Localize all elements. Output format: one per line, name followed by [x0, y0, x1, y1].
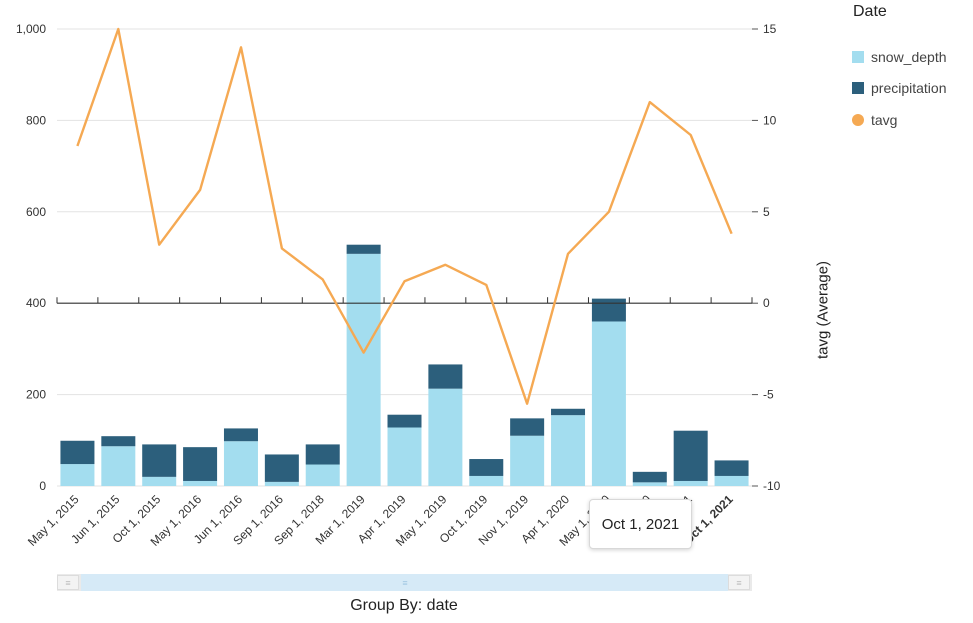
grip-icon: ≡: [65, 577, 71, 588]
legend-swatch-snow-depth: [852, 50, 864, 63]
left-axis-tick-label: 1,000: [16, 22, 46, 36]
bar-precipitation: [551, 408, 586, 416]
bar-snow-depth: [510, 435, 545, 486]
left-axis-tick-label: 0: [39, 479, 46, 493]
bar-precipitation: [387, 414, 422, 428]
left-axis-tick-label: 400: [26, 296, 46, 310]
left-axis-tick-label: 200: [26, 388, 46, 402]
scrollbar-left-handle[interactable]: ≡: [57, 575, 79, 590]
bar-precipitation: [469, 459, 504, 476]
right-axis-tick-label: -10: [763, 479, 781, 493]
bar-precipitation: [305, 444, 340, 465]
right-axis-tick-label: 0: [763, 296, 770, 310]
bar-snow-depth: [387, 427, 422, 486]
legend-swatch-precipitation: [852, 82, 864, 95]
scrollbar-grip-icon: ≡: [402, 577, 408, 588]
bar-snow-depth: [142, 476, 177, 486]
grip-icon: ≡: [736, 577, 742, 588]
tooltip: Oct 1, 2021: [589, 499, 692, 549]
legend-item-tavg[interactable]: tavg: [852, 104, 973, 136]
bar-precipitation: [673, 430, 708, 481]
bar-precipitation: [142, 444, 177, 477]
bar-precipitation: [346, 244, 381, 254]
bar-snow-depth: [591, 321, 626, 486]
left-axis-tick-label: 600: [26, 205, 46, 219]
bar-precipitation: [632, 471, 667, 483]
bar-precipitation: [223, 428, 258, 442]
left-axis-tick-label: 800: [26, 113, 46, 127]
bar-snow-depth: [632, 482, 667, 486]
legend-label-snow-depth: snow_depth: [871, 48, 947, 65]
right-axis-tick-label: -5: [763, 388, 774, 402]
bar-snow-depth: [551, 415, 586, 486]
tooltip-text: Oct 1, 2021: [601, 515, 680, 533]
bar-precipitation: [510, 418, 545, 436]
bar-snow-depth: [346, 253, 381, 486]
bar-snow-depth: [183, 480, 218, 486]
legend-item-precipitation[interactable]: precipitation: [852, 73, 973, 105]
right-axis-tick-label: 10: [763, 113, 777, 127]
x-axis-title: Group By: date: [350, 597, 458, 614]
legend-label-tavg: tavg: [871, 111, 898, 128]
bar-snow-depth: [428, 388, 463, 486]
bar-precipitation: [428, 364, 463, 389]
bar-precipitation: [591, 298, 626, 322]
bar-snow-depth: [673, 480, 708, 486]
legend-item-snow-depth[interactable]: snow_depth: [852, 41, 973, 73]
bar-snow-depth: [264, 481, 299, 486]
line-tavg: [76, 27, 733, 405]
bar-snow-depth: [305, 464, 340, 486]
bar-snow-depth: [469, 475, 504, 486]
bar-snow-depth: [60, 464, 95, 486]
right-axis-tick-label: 15: [763, 22, 777, 36]
legend-title: Date: [853, 3, 887, 20]
bar-precipitation: [264, 454, 299, 482]
scrollbar-right-handle[interactable]: ≡: [728, 575, 750, 590]
bar-snow-depth: [714, 475, 749, 486]
right-axis-title: tavg (Average): [814, 260, 832, 360]
bar-precipitation: [183, 447, 218, 481]
scrollbar-thumb[interactable]: [81, 574, 728, 591]
legend: Date snow_depth precipitation tavg: [852, 3, 973, 136]
legend-swatch-tavg: [852, 113, 864, 126]
legend-label-precipitation: precipitation: [871, 80, 947, 97]
bar-snow-depth: [101, 446, 136, 486]
bar-precipitation: [60, 440, 95, 465]
bar-snow-depth: [223, 441, 258, 486]
bar-precipitation: [714, 460, 749, 476]
right-axis-tick-label: 5: [763, 205, 770, 219]
bar-precipitation: [101, 436, 136, 447]
